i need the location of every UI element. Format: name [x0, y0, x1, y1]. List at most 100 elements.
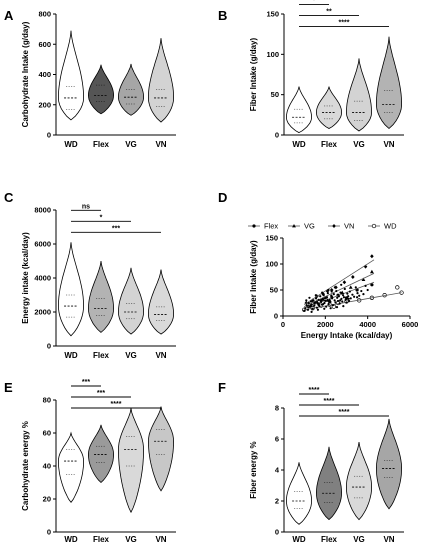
fit-line — [303, 272, 375, 308]
violin-wd — [285, 86, 313, 134]
point — [335, 306, 339, 309]
point — [337, 295, 340, 298]
point — [340, 283, 343, 286]
point — [360, 289, 363, 293]
point — [327, 302, 330, 306]
point — [329, 307, 332, 310]
point — [349, 297, 352, 300]
point — [351, 275, 355, 279]
y-axis-title: Fiber Intake (g/day) — [249, 37, 258, 111]
violin-vg — [345, 442, 373, 521]
point — [364, 284, 367, 287]
violin-vg — [118, 63, 144, 116]
x-tick-label: WD — [292, 140, 306, 149]
y-tick-label: 6000 — [34, 240, 51, 249]
point — [314, 297, 318, 300]
y-tick-label: 8 — [275, 404, 279, 413]
violin-flex — [315, 86, 343, 129]
point — [366, 288, 369, 292]
x-tick-label: Flex — [321, 535, 338, 544]
x-tick-label: WD — [64, 351, 78, 360]
y-tick-label: 2000 — [34, 308, 51, 317]
x-tick-label: VG — [125, 351, 137, 360]
x-tick-label: 2000 — [317, 320, 334, 329]
violin-flex — [87, 64, 115, 115]
point — [321, 297, 324, 300]
point — [322, 294, 325, 297]
point — [326, 292, 329, 295]
panel-letter: D — [218, 190, 227, 205]
point — [370, 283, 374, 287]
point — [307, 301, 310, 305]
point — [314, 301, 317, 304]
y-tick-label: 6 — [275, 435, 279, 444]
x-tick-label: Flex — [93, 140, 110, 149]
point — [252, 224, 256, 228]
legend-label: VN — [344, 222, 354, 231]
violin-flex — [87, 260, 115, 333]
point — [311, 307, 314, 310]
point — [327, 288, 330, 292]
point — [330, 294, 333, 297]
panel-letter: B — [218, 8, 227, 23]
point — [333, 286, 336, 289]
point — [315, 306, 318, 309]
legend-label: Flex — [264, 222, 278, 231]
y-axis-title: Carbohydrate energy % — [21, 421, 30, 511]
point — [344, 298, 347, 301]
point — [325, 296, 329, 299]
y-tick-label: 2 — [275, 497, 279, 506]
y-tick-label: 60 — [43, 429, 51, 438]
point — [371, 223, 377, 229]
point — [323, 307, 326, 310]
y-axis-title: Fiber Intake (g/day) — [249, 240, 258, 314]
x-tick-label: VN — [383, 140, 394, 149]
point — [342, 294, 345, 297]
point — [354, 286, 357, 289]
x-tick-label: VG — [353, 535, 365, 544]
point — [343, 287, 346, 291]
x-tick-label: WD — [64, 535, 78, 544]
point — [305, 299, 308, 302]
point — [320, 300, 323, 304]
point — [345, 301, 348, 304]
x-tick-label: 6000 — [402, 320, 419, 329]
violin-vn — [375, 418, 403, 510]
x-tick-label: 4000 — [359, 320, 376, 329]
y-tick-label: 20 — [43, 495, 51, 504]
point — [336, 296, 339, 299]
y-tick-label: 600 — [38, 40, 51, 49]
point — [313, 304, 316, 307]
violin-vn — [147, 38, 175, 123]
y-tick-label: 0 — [47, 528, 51, 537]
significance-label: * — [100, 214, 103, 221]
legend: Flex VG VN WD — [248, 222, 397, 231]
y-tick-label: 50 — [270, 286, 278, 295]
point — [318, 305, 321, 308]
point — [333, 299, 336, 302]
point — [321, 291, 324, 294]
x-tick-label: Flex — [321, 140, 338, 149]
x-tick-label: VN — [155, 351, 166, 360]
significance-label: **** — [339, 20, 350, 27]
violin-vg — [117, 267, 145, 335]
point — [325, 305, 328, 308]
point — [395, 285, 400, 290]
point — [304, 307, 307, 310]
violin-vn — [147, 406, 175, 492]
point — [334, 301, 337, 304]
violin-wd — [57, 242, 85, 337]
y-tick-label: 150 — [266, 10, 279, 19]
significance-label: *** — [97, 390, 105, 397]
violin-wd — [57, 431, 85, 503]
y-tick-label: 4 — [275, 466, 280, 475]
point — [331, 297, 334, 300]
x-tick-label: VG — [353, 140, 365, 149]
y-tick-label: 80 — [43, 396, 51, 405]
point — [339, 291, 342, 294]
point — [330, 290, 333, 293]
point — [348, 290, 351, 293]
y-tick-label: 4000 — [34, 274, 51, 283]
y-axis-title: Carbohydrate Intake (g/day) — [21, 21, 30, 127]
violin-flex — [88, 424, 114, 484]
